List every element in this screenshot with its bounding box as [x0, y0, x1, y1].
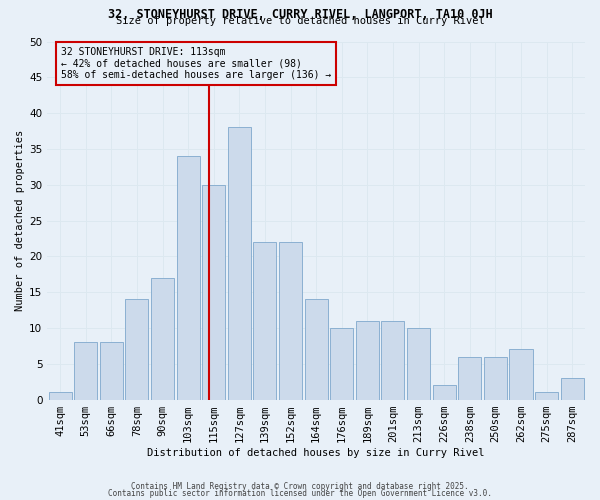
Bar [176, 156, 200, 400]
Bar [202, 184, 225, 400]
Text: Size of property relative to detached houses in Curry Rivel: Size of property relative to detached ho… [116, 16, 484, 26]
Bar [253, 242, 277, 400]
Bar [407, 328, 430, 400]
Bar [535, 392, 558, 400]
Bar [330, 328, 353, 400]
Bar [279, 242, 302, 400]
Bar [228, 128, 251, 400]
Text: Contains public sector information licensed under the Open Government Licence v3: Contains public sector information licen… [108, 488, 492, 498]
Bar [151, 278, 174, 400]
Bar [382, 321, 404, 400]
Text: Contains HM Land Registry data © Crown copyright and database right 2025.: Contains HM Land Registry data © Crown c… [131, 482, 469, 491]
Bar [74, 342, 97, 400]
Bar [356, 321, 379, 400]
Bar [433, 386, 455, 400]
Bar [560, 378, 584, 400]
X-axis label: Distribution of detached houses by size in Curry Rivel: Distribution of detached houses by size … [148, 448, 485, 458]
Bar [49, 392, 71, 400]
Text: 32, STONEYHURST DRIVE, CURRY RIVEL, LANGPORT, TA10 0JH: 32, STONEYHURST DRIVE, CURRY RIVEL, LANG… [107, 8, 493, 20]
Bar [484, 356, 507, 400]
Bar [458, 356, 481, 400]
Y-axis label: Number of detached properties: Number of detached properties [15, 130, 25, 311]
Bar [305, 300, 328, 400]
Bar [509, 350, 533, 400]
Bar [125, 300, 148, 400]
Text: 32 STONEYHURST DRIVE: 113sqm
← 42% of detached houses are smaller (98)
58% of se: 32 STONEYHURST DRIVE: 113sqm ← 42% of de… [61, 47, 331, 80]
Bar [100, 342, 123, 400]
